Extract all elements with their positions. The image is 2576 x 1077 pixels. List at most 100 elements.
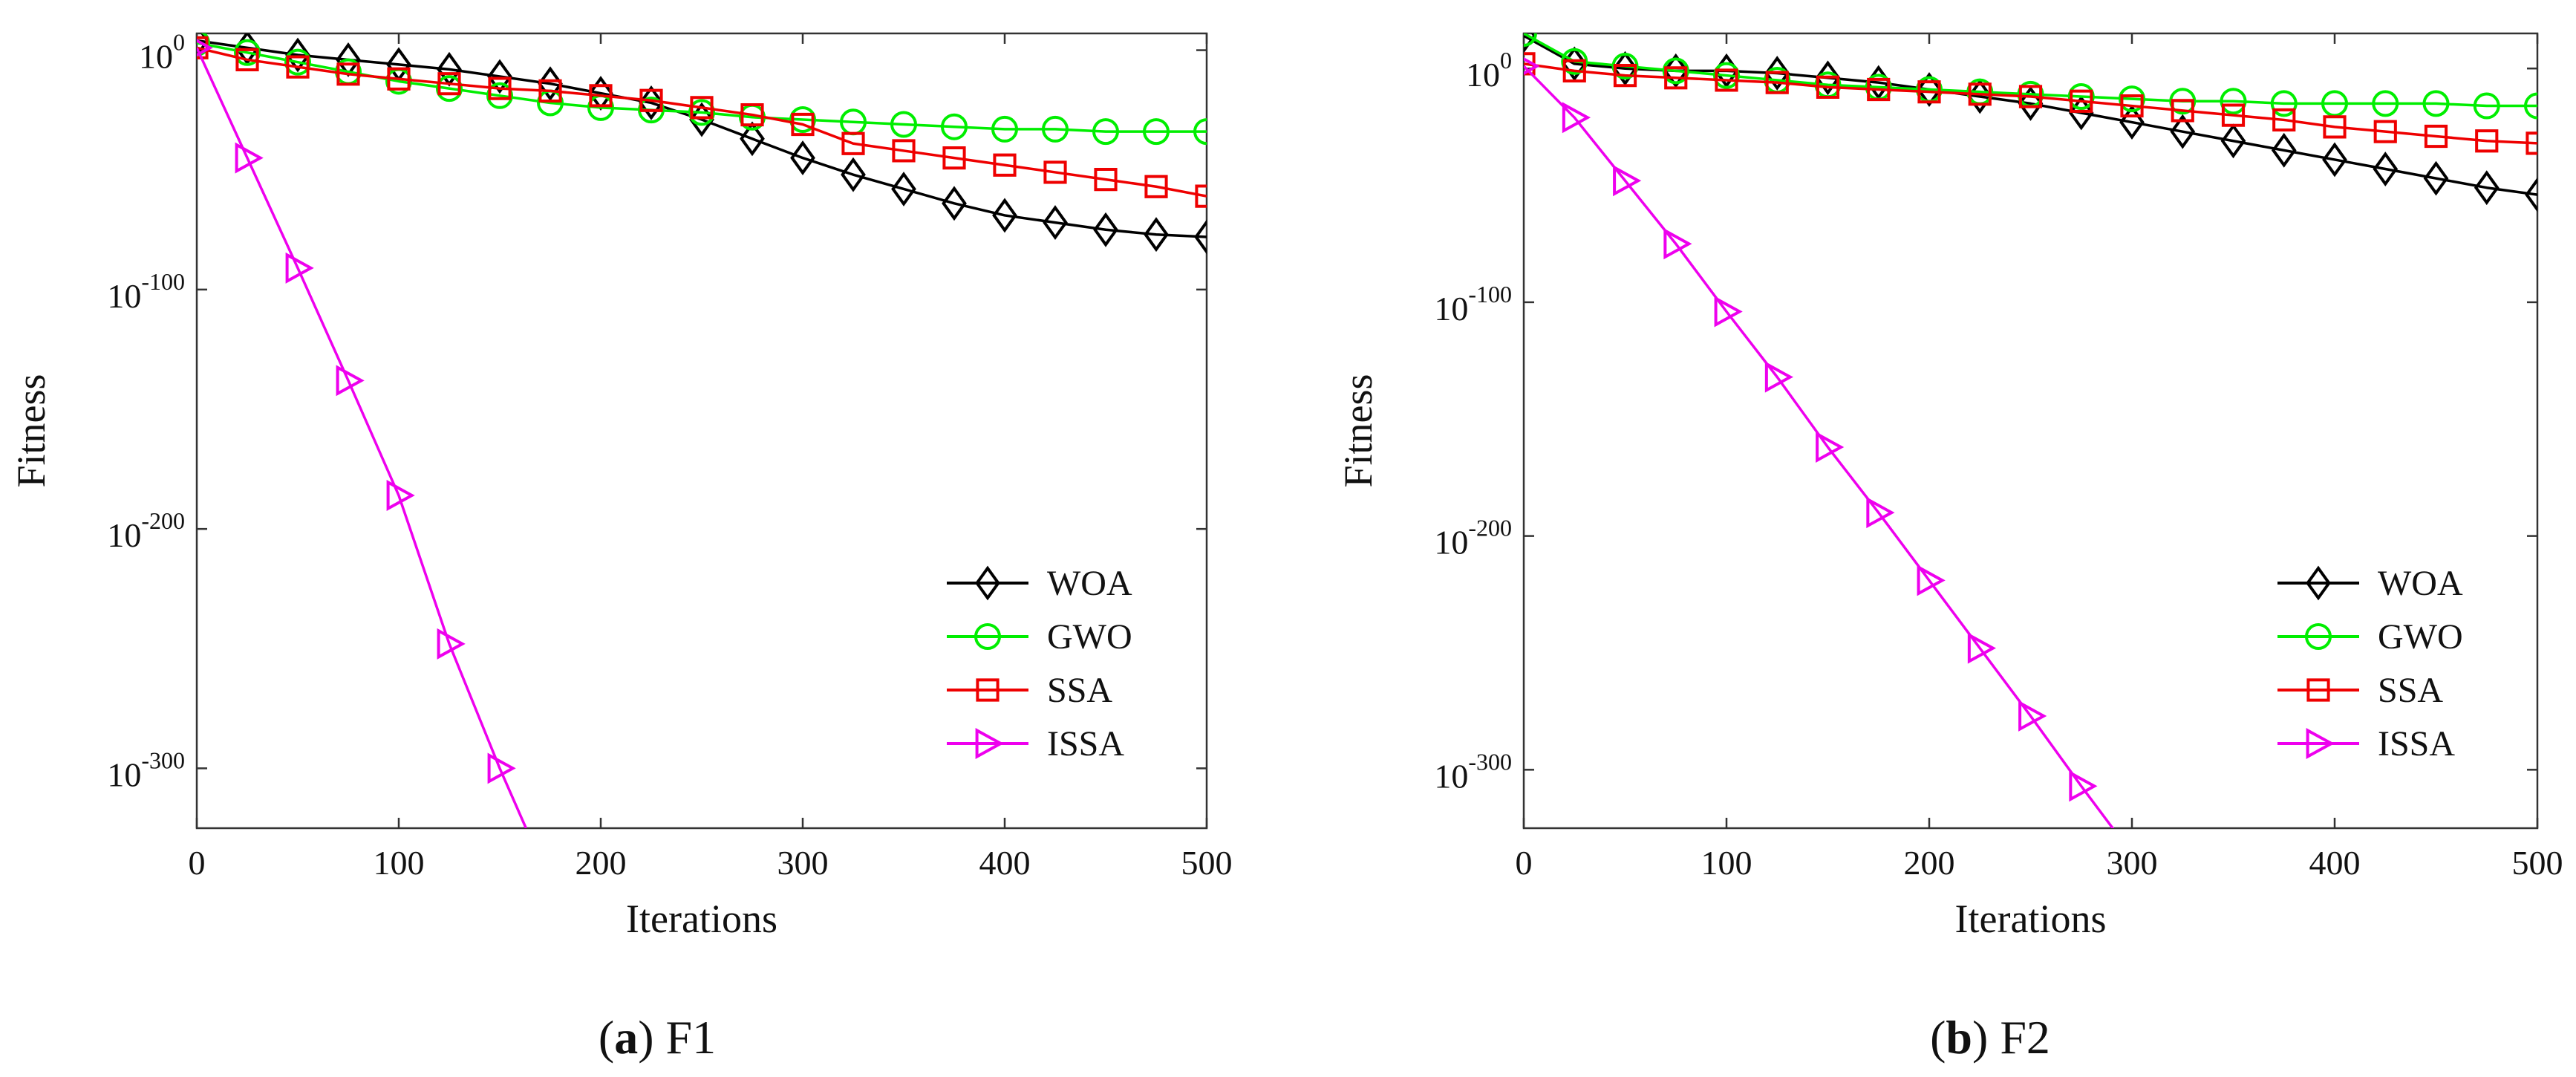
data-point-gwo	[890, 111, 917, 138]
data-point-ssa	[2475, 129, 2499, 153]
data-point-issa	[386, 480, 415, 512]
data-point-woa	[197, 33, 209, 59]
data-point-ssa	[1917, 80, 1941, 104]
legend-marker-ssa	[2306, 678, 2330, 702]
data-point-ssa	[942, 146, 966, 170]
data-point-issa	[1967, 632, 1997, 664]
data-point-woa	[1612, 51, 1638, 86]
x-tick-label: 500	[2512, 844, 2563, 882]
data-point-woa	[1815, 60, 1841, 96]
data-point-woa	[2525, 177, 2537, 212]
x-tick-label: 200	[575, 844, 627, 882]
series-ssa	[197, 36, 1207, 208]
data-point-issa	[437, 628, 466, 660]
x-tick-label: 300	[2107, 844, 2158, 882]
x-tick-label: 0	[1516, 844, 1533, 882]
data-point-gwo	[2524, 92, 2537, 120]
data-point-woa	[1043, 205, 1068, 241]
data-point-gwo	[2169, 88, 2197, 115]
data-point-gwo	[2422, 90, 2450, 117]
data-point-ssa	[589, 84, 613, 108]
legend-label-ssa: SSA	[2378, 671, 2443, 710]
panel-caption-b: (b) F2	[1930, 1011, 2050, 1064]
data-point-ssa	[791, 112, 815, 137]
data-point-issa	[1764, 361, 1794, 393]
data-point-woa	[1093, 212, 1118, 247]
y-tick-label: 100	[139, 29, 185, 76]
plot-frame	[195, 32, 1208, 830]
series-line-gwo	[1524, 33, 2537, 108]
data-point-woa	[2170, 114, 2196, 149]
data-point-ssa	[2018, 85, 2043, 108]
data-point-woa	[538, 66, 563, 102]
data-point-gwo	[1713, 62, 1740, 89]
data-point-ssa	[2171, 99, 2194, 123]
data-point-issa	[487, 752, 516, 784]
legend-label-issa: ISSA	[1047, 724, 1124, 764]
data-point-woa	[2474, 170, 2500, 206]
y-tick-label: 10-300	[107, 746, 185, 793]
data-point-woa	[1663, 53, 1689, 88]
data-point-issa	[1524, 57, 1540, 76]
data-point-gwo	[789, 106, 816, 134]
data-point-ssa	[2526, 131, 2537, 155]
data-point-ssa	[2221, 103, 2246, 127]
data-point-woa	[285, 37, 310, 73]
series-line-ssa	[1524, 62, 2537, 145]
data-point-ssa	[2373, 120, 2397, 143]
y-tick-label: 10-100	[1434, 281, 1512, 328]
x-tick-label: 400	[979, 844, 1031, 882]
y-tick-label: 100	[1466, 47, 1512, 94]
data-point-ssa	[993, 153, 1017, 177]
x-tick-label: 200	[1904, 844, 1955, 882]
legend-label-issa: ISSA	[2378, 724, 2455, 764]
data-point-woa	[740, 121, 765, 157]
x-tick-label: 100	[374, 844, 425, 882]
data-point-gwo	[941, 113, 968, 140]
legend-label-ssa: SSA	[1047, 671, 1112, 710]
data-point-issa	[336, 365, 365, 397]
data-point-issa	[285, 252, 314, 284]
data-point-woa	[639, 85, 664, 120]
y-tick-label: 10-100	[107, 268, 185, 315]
data-point-ssa	[1195, 184, 1207, 208]
data-point-gwo	[1662, 57, 1689, 85]
data-point-ssa	[1562, 59, 1586, 82]
series-issa	[1524, 57, 2115, 828]
data-point-woa	[2018, 85, 2044, 121]
data-point-gwo	[2220, 88, 2247, 115]
data-point-gwo	[1561, 48, 1588, 75]
data-point-woa	[841, 157, 866, 192]
data-point-woa	[2373, 152, 2399, 186]
x-axis-label: Iterations	[626, 897, 777, 941]
chart-panel-b: 0 100 200 300 400 500 100 10-100 10-200 10-300 Ite…	[1336, 32, 2563, 1064]
legend-label-gwo: GWO	[2378, 617, 2463, 657]
legend-marker-issa	[2306, 728, 2335, 759]
series-line-woa	[1524, 34, 2537, 196]
data-point-gwo	[2372, 90, 2399, 117]
y-tick-label: 10-200	[1434, 515, 1512, 562]
data-point-gwo	[486, 82, 513, 109]
data-point-issa	[1613, 165, 1642, 197]
data-point-ssa	[197, 36, 209, 59]
data-point-woa	[2220, 123, 2246, 159]
data-point-ssa	[740, 103, 764, 127]
data-point-ssa	[2272, 108, 2296, 132]
data-point-woa	[689, 102, 714, 137]
data-point-ssa	[1094, 167, 1118, 192]
legend: WOA GWO SSA ISSA	[947, 564, 1132, 764]
data-point-ssa	[2424, 124, 2448, 149]
data-point-woa	[891, 172, 916, 206]
y-axis-label: Fitness	[1336, 374, 1380, 487]
data-point-issa	[197, 39, 213, 57]
data-point-gwo	[436, 75, 463, 103]
data-point-gwo	[1042, 115, 1069, 143]
data-point-gwo	[1143, 118, 1170, 146]
legend-marker-gwo	[2305, 623, 2332, 650]
data-point-ssa	[387, 67, 411, 91]
data-point-issa	[1866, 497, 1895, 529]
data-point-issa	[1714, 296, 1743, 328]
series-gwo	[1524, 33, 2537, 120]
data-point-ssa	[841, 131, 865, 155]
